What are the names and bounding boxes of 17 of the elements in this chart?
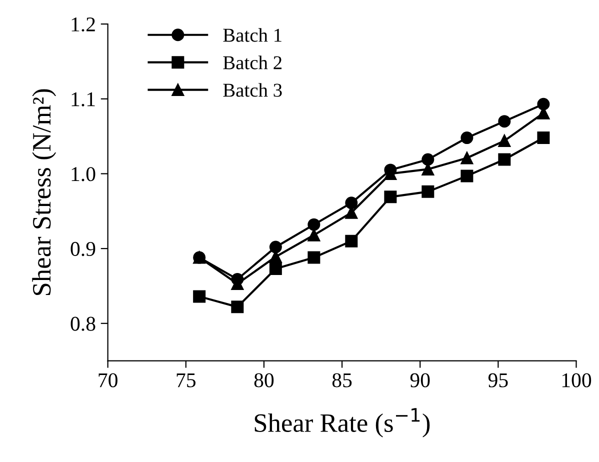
x-axis-title: Shear Rate (s$^{−1}$): [254, 408, 430, 438]
y-tick-label: 1.2: [72, 17, 95, 32]
x-tick-label: 100: [562, 373, 592, 388]
x-tick-label: 85: [332, 373, 352, 388]
y-tick-label: 0.8: [70, 316, 96, 331]
x-tick-label: 90: [410, 373, 430, 388]
y-axis-title: Shear Stress (N/m²): [32, 89, 56, 296]
x-tick-label: 75: [176, 373, 196, 388]
legend-label: Batch 2: [223, 56, 282, 70]
y-tick-label: 0.9: [70, 242, 96, 256]
x-tick-label: 80: [254, 373, 274, 388]
y-tick-label: 1.1: [72, 92, 95, 106]
y-tick-label: 1.0: [72, 167, 96, 182]
legend-label: Batch 1: [223, 28, 282, 42]
x-tick-label: 95: [488, 373, 508, 388]
legend-label: Batch 3: [223, 83, 282, 97]
x-tick-label: 70: [98, 373, 118, 388]
